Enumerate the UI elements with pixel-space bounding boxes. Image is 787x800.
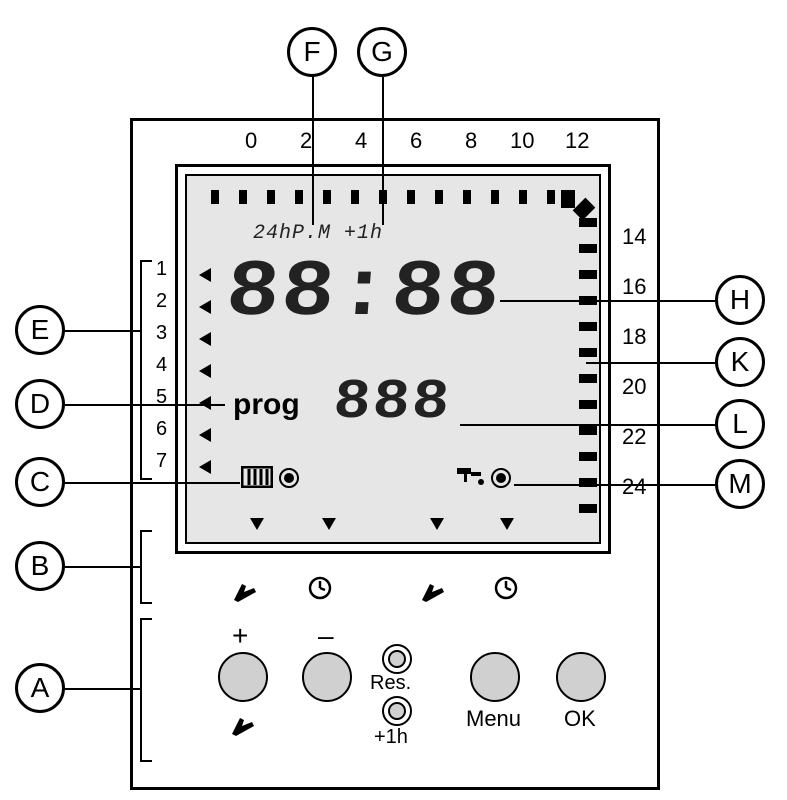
callout-m: M xyxy=(715,459,765,509)
callout-g: G xyxy=(357,27,407,77)
top-tick xyxy=(435,190,443,204)
leader xyxy=(382,77,384,225)
reset-label: Res. xyxy=(370,672,411,695)
hand-icon xyxy=(418,576,446,609)
leader xyxy=(65,688,140,690)
right-tick xyxy=(579,270,597,279)
top-tick xyxy=(547,190,555,204)
main-time-display: 88:88 xyxy=(223,248,505,339)
bracket-e xyxy=(140,260,152,480)
day-triangle xyxy=(199,428,211,442)
minus-button[interactable] xyxy=(302,652,352,702)
ok-button[interactable] xyxy=(556,652,606,702)
callout-f: F xyxy=(287,27,337,77)
right-tick xyxy=(579,244,597,253)
day-triangle xyxy=(199,300,211,314)
dhw-indicator-dot xyxy=(491,468,511,488)
top-tick xyxy=(491,190,499,204)
callout-c: C xyxy=(15,457,65,507)
hand-icon xyxy=(230,576,258,609)
radiator-icon xyxy=(241,466,273,493)
callout-h: H xyxy=(715,275,765,325)
minus-label: – xyxy=(318,620,334,652)
mode-triangle xyxy=(500,518,514,530)
leader xyxy=(312,77,314,225)
leader xyxy=(65,566,140,568)
leader xyxy=(65,330,140,332)
leader xyxy=(500,300,715,302)
leader xyxy=(65,404,225,406)
day-triangle xyxy=(199,332,211,346)
right-tick xyxy=(579,400,597,409)
right-tick xyxy=(579,426,597,435)
corner-tick xyxy=(573,198,596,221)
leader xyxy=(514,484,715,486)
callout-e: E xyxy=(15,305,65,355)
bracket-b xyxy=(140,530,152,604)
mode-triangle xyxy=(250,518,264,530)
top-tick xyxy=(323,190,331,204)
top-tick xyxy=(267,190,275,204)
corner-tick xyxy=(561,190,575,208)
plus-label: + xyxy=(232,620,248,652)
mode-triangle xyxy=(322,518,336,530)
mode-triangle xyxy=(430,518,444,530)
hand-icon xyxy=(228,710,256,743)
day-triangle xyxy=(199,268,211,282)
callout-b: B xyxy=(15,541,65,591)
day-triangle xyxy=(199,396,211,410)
plus1h-ring xyxy=(382,696,412,726)
right-tick xyxy=(579,348,597,357)
prog-label: prog xyxy=(233,388,300,422)
time-mode-label: 24hP.M +1h xyxy=(253,222,383,245)
heating-indicator-dot xyxy=(279,468,299,488)
menu-label: Menu xyxy=(466,706,521,732)
day-triangle xyxy=(199,460,211,474)
leader xyxy=(65,482,240,484)
leader xyxy=(460,424,715,426)
day-triangle xyxy=(199,364,211,378)
top-tick xyxy=(239,190,247,204)
top-tick xyxy=(519,190,527,204)
callout-k: K xyxy=(715,337,765,387)
reset-ring xyxy=(382,644,412,674)
right-tick xyxy=(579,452,597,461)
top-tick xyxy=(351,190,359,204)
clock-icon xyxy=(494,576,518,605)
callout-l: L xyxy=(715,399,765,449)
ok-label: OK xyxy=(564,706,596,732)
leader xyxy=(586,362,715,364)
top-tick xyxy=(295,190,303,204)
lcd-screen: 24hP.M +1h 88:88 prog 888 xyxy=(185,174,601,544)
top-tick xyxy=(407,190,415,204)
callout-d: D xyxy=(15,379,65,429)
top-tick xyxy=(463,190,471,204)
plus1h-label: +1h xyxy=(374,726,408,749)
right-tick xyxy=(579,374,597,383)
right-tick xyxy=(579,504,597,513)
clock-icon xyxy=(308,576,332,605)
bracket-a xyxy=(140,618,152,762)
lower-digits-display: 888 xyxy=(331,370,453,434)
right-tick xyxy=(579,322,597,331)
plus-button[interactable] xyxy=(218,652,268,702)
tap-icon xyxy=(455,464,485,493)
top-tick xyxy=(211,190,219,204)
menu-button[interactable] xyxy=(470,652,520,702)
callout-a: A xyxy=(15,663,65,713)
